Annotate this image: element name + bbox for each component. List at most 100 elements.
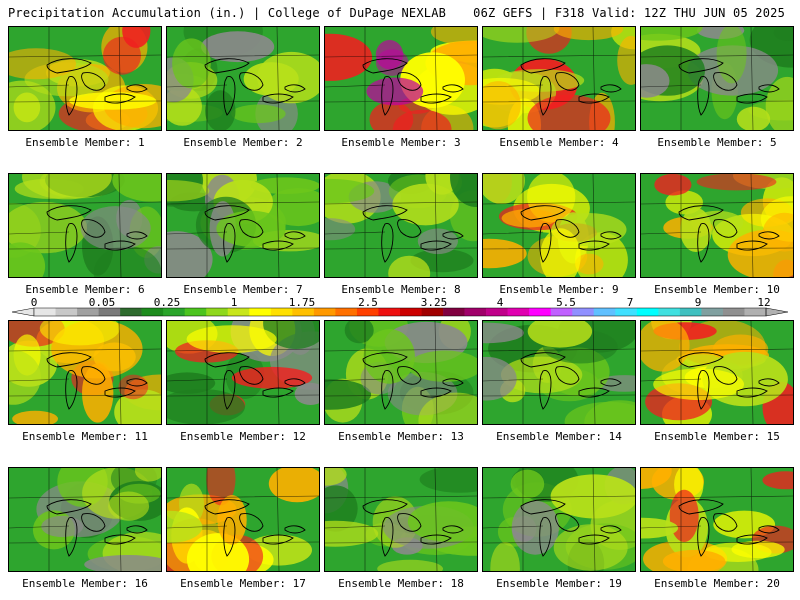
ensemble-member-label: Ensemble Member: 3 (341, 136, 461, 149)
colorbar-swatch (400, 308, 422, 316)
precip-contour-blob (762, 471, 793, 490)
colorbar-right-arrow (765, 307, 788, 317)
great-lake-outline (126, 525, 148, 534)
precip-contour-blob (39, 321, 120, 346)
great-lake-outline (442, 525, 464, 534)
precip-contour-blob (388, 255, 431, 277)
ensemble-member-label: Ensemble Member: 20 (654, 577, 780, 590)
precip-contour-blob (483, 322, 524, 344)
great-lake-outline (420, 534, 452, 545)
great-lake-outline (736, 93, 768, 104)
great-lake-outline (46, 58, 92, 74)
ensemble-member-label: Ensemble Member: 17 (180, 577, 306, 590)
great-lake-outline (65, 370, 78, 410)
precip-contour-blob (574, 253, 604, 275)
ensemble-member-label: Ensemble Member: 8 (341, 283, 461, 296)
great-lake-outline (204, 499, 250, 515)
great-lake-outline (555, 513, 580, 532)
precip-contour-blob (377, 559, 443, 571)
great-lake-outline (758, 231, 780, 240)
precip-contour-blob (266, 188, 319, 227)
precip-contour-blob (511, 500, 559, 555)
great-lake-outline (678, 58, 724, 74)
precip-contour-blob (134, 468, 161, 482)
great-lake-outline (46, 352, 92, 368)
state-borders (167, 321, 319, 424)
great-lake-outline (223, 370, 236, 410)
state-borders (483, 321, 635, 424)
precip-contour-blob (294, 382, 319, 405)
precip-contour-blob (662, 549, 726, 571)
precip-contour-blob (731, 540, 785, 559)
great-lake-outline (362, 58, 408, 74)
precip-contour-blob (325, 178, 375, 204)
state-borders (9, 321, 161, 424)
great-lake-outline (81, 219, 106, 238)
state-borders (483, 468, 635, 571)
ensemble-map-panel (8, 173, 162, 278)
great-lake-outline (81, 366, 106, 385)
colorbar-swatch (120, 308, 142, 316)
great-lake-outline (381, 517, 394, 557)
precip-contour-blob (167, 372, 216, 394)
precip-contour-blob (483, 174, 525, 204)
ensemble-member-label: Ensemble Member: 6 (25, 283, 145, 296)
great-lake-outline (126, 231, 148, 240)
great-lake-outline (204, 58, 250, 74)
precip-contour-blob (490, 542, 520, 571)
precip-contour-blob (80, 206, 151, 251)
precip-contour-blob (527, 321, 593, 348)
colorbar-outline (33, 307, 767, 317)
great-lake-outline (397, 72, 422, 91)
precipitation-field-map (167, 174, 319, 277)
ensemble-member-label: Ensemble Member: 14 (496, 430, 622, 443)
great-lake-outline (204, 205, 250, 221)
ensemble-map-panel (166, 26, 320, 131)
precipitation-field-map (641, 27, 793, 130)
great-lake-outline (239, 219, 264, 238)
precip-contour-blob (617, 35, 635, 85)
precip-contour-blob (419, 468, 477, 493)
great-lake-outline (697, 517, 710, 557)
precip-contour-blob (167, 389, 245, 424)
great-lake-outline (65, 223, 78, 263)
precip-contour-blob (773, 27, 793, 41)
precip-contour-blob (483, 81, 521, 130)
precip-contour-blob (680, 208, 712, 252)
precip-contour-blob (167, 510, 203, 543)
precip-contour-blob (112, 174, 161, 202)
ensemble-member-label: Ensemble Member: 13 (338, 430, 464, 443)
colorbar-tick-label: 7 (627, 296, 634, 309)
precipitation-field-map (167, 468, 319, 571)
colorbar-tick-label: 0 (31, 296, 38, 309)
state-borders (325, 27, 477, 130)
precip-contour-blob (325, 379, 372, 410)
ensemble-map-panel (324, 320, 478, 425)
great-lake-outline (204, 352, 250, 368)
state-borders (9, 468, 161, 571)
great-lake-outline (600, 378, 622, 387)
colorbar-swatch (163, 308, 186, 316)
colorbar-tick-label: 0.05 (89, 296, 116, 309)
great-lake-outline (520, 58, 566, 74)
precipitation-field-map (641, 174, 793, 277)
precip-contour-blob (375, 40, 404, 70)
colorbar-swatch (615, 308, 638, 316)
state-borders (9, 27, 161, 130)
precipitation-field-map (641, 321, 793, 424)
state-borders (167, 468, 319, 571)
great-lake-outline (420, 93, 452, 104)
colorbar-swatch (636, 308, 659, 316)
colorbar-swatch (356, 308, 379, 316)
colorbar-swatch (141, 308, 164, 316)
state-borders (325, 174, 477, 277)
great-lake-outline (284, 525, 306, 534)
state-borders (483, 27, 635, 130)
colorbar-swatch (744, 308, 767, 316)
ensemble-map-panel (640, 173, 794, 278)
ensemble-map-panel (482, 320, 636, 425)
precip-contour-blob (9, 242, 46, 277)
precip-contour-blob (641, 64, 670, 98)
ensemble-map-panel (166, 173, 320, 278)
precip-contour-blob (408, 350, 477, 382)
